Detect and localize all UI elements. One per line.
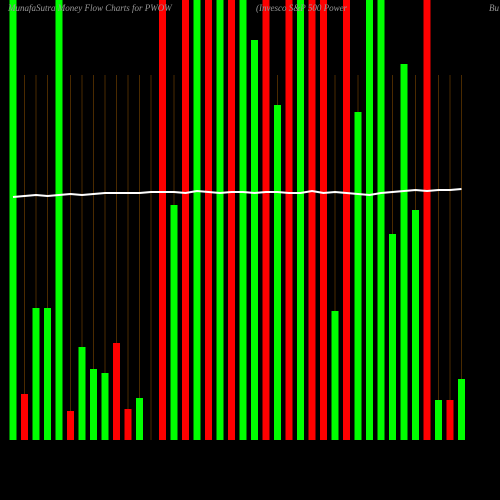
bar [435, 400, 442, 440]
bar [446, 400, 454, 440]
bar [193, 0, 201, 440]
bar [124, 409, 132, 440]
chart-title: MunafaSutra Money Flow Charts for PWOW [7, 3, 173, 13]
bar [354, 112, 362, 440]
bar [239, 0, 247, 440]
bar [423, 0, 431, 440]
bar [182, 0, 189, 440]
bar [400, 64, 408, 440]
bar [377, 0, 385, 440]
bar [113, 343, 120, 440]
bar [159, 0, 166, 440]
bar [21, 394, 28, 440]
bar [458, 379, 465, 440]
bar [136, 398, 143, 440]
bar [331, 311, 339, 440]
bar [228, 0, 235, 440]
bar [366, 0, 373, 440]
bar [170, 205, 178, 440]
chart-subtitle: (Invesco S&P 500 Power [256, 3, 348, 13]
corner-text: Bu [489, 3, 499, 13]
bar [44, 308, 51, 440]
bar [285, 0, 293, 440]
bar [274, 105, 281, 440]
bar [343, 0, 350, 440]
bar [90, 369, 97, 440]
bar [32, 308, 40, 440]
bar [389, 234, 396, 440]
bar [67, 411, 74, 440]
bar [78, 347, 86, 440]
bar [412, 210, 419, 440]
bar [297, 0, 304, 440]
flow-line [12, 188, 462, 198]
lines [12, 188, 462, 198]
bar [101, 373, 109, 440]
bar [55, 0, 63, 440]
bar [320, 0, 327, 440]
bar [216, 0, 224, 440]
bar [205, 0, 212, 440]
bar [308, 0, 316, 440]
bar [9, 0, 17, 440]
bars [9, 0, 465, 440]
bar [262, 0, 270, 440]
bar [251, 40, 258, 440]
